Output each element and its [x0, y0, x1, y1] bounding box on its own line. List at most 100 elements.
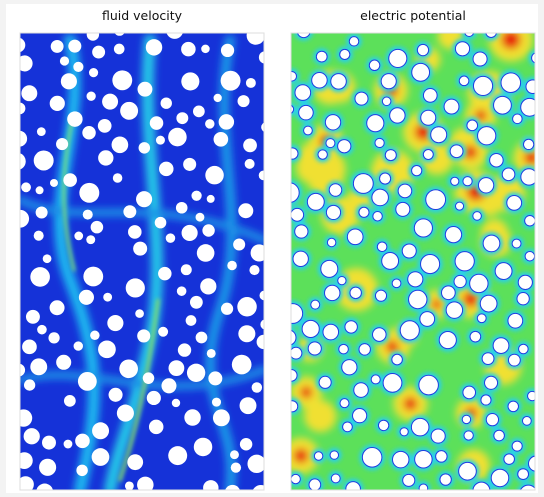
grain [439, 331, 456, 348]
grain [412, 63, 430, 81]
grain [197, 244, 215, 262]
grain [92, 448, 110, 466]
grain [382, 253, 399, 270]
grain [398, 184, 412, 198]
grain [323, 324, 339, 340]
grain [518, 275, 532, 289]
grain [221, 44, 234, 57]
grain [327, 238, 335, 246]
grain [117, 405, 134, 422]
grain [481, 395, 491, 405]
grain [67, 111, 82, 126]
grain [495, 263, 512, 280]
grain [459, 462, 477, 480]
grain [128, 225, 142, 239]
grain [87, 92, 96, 101]
grain [112, 136, 129, 153]
grain [79, 183, 99, 203]
grain [150, 116, 164, 130]
grain [240, 397, 257, 414]
hot-spot-core [404, 397, 417, 410]
grain [373, 212, 382, 221]
grain [126, 278, 145, 297]
grain [478, 178, 493, 193]
grain [477, 314, 486, 323]
grain [316, 51, 327, 62]
grain [113, 173, 123, 183]
grain [486, 414, 498, 426]
grain [214, 94, 222, 102]
grain [445, 226, 461, 242]
grain [494, 430, 505, 441]
grain [22, 339, 37, 354]
grain [133, 242, 147, 256]
grain [411, 418, 429, 436]
grain [86, 235, 95, 244]
grain [325, 115, 340, 130]
grain [318, 150, 327, 159]
grain [522, 416, 531, 425]
grain [231, 462, 241, 472]
grain [347, 229, 363, 245]
grain [455, 252, 474, 271]
grain [26, 310, 40, 324]
grain [238, 325, 255, 342]
grain [136, 191, 152, 207]
grain [207, 349, 216, 358]
grain [149, 420, 163, 434]
grain [442, 286, 456, 300]
grain [463, 386, 476, 399]
grain [311, 300, 320, 309]
grain [182, 225, 198, 241]
grain [166, 233, 176, 243]
grain [83, 267, 103, 287]
grain [504, 454, 515, 465]
grain [423, 150, 433, 160]
grain [181, 42, 196, 57]
grain [525, 251, 534, 260]
grain [446, 302, 462, 318]
grain [396, 202, 410, 216]
grain [480, 295, 497, 312]
grain [491, 469, 509, 487]
grain [308, 342, 321, 355]
grain [467, 120, 478, 131]
grain [378, 420, 388, 430]
grain [451, 177, 459, 185]
grain [371, 375, 380, 384]
grain [246, 78, 256, 88]
grain [98, 340, 116, 358]
grain [21, 85, 37, 101]
grain [353, 174, 373, 194]
grain [382, 97, 391, 106]
grain [221, 303, 233, 315]
grain [92, 422, 109, 439]
grain [138, 82, 153, 97]
grain [177, 286, 187, 296]
grain [354, 383, 369, 398]
grain [168, 128, 187, 147]
grain [37, 325, 47, 335]
grain [436, 451, 447, 462]
grain [123, 205, 136, 218]
grain [426, 190, 446, 210]
grain [330, 451, 338, 459]
grain [78, 372, 97, 391]
grain [329, 184, 342, 197]
grain [502, 168, 515, 181]
grain [423, 89, 437, 103]
grain [431, 429, 445, 443]
grain [373, 328, 387, 342]
grain [169, 360, 185, 376]
grain [400, 428, 408, 436]
grain [247, 455, 265, 473]
grain [392, 354, 403, 365]
grain [214, 132, 229, 147]
grain [408, 272, 423, 287]
grain [147, 391, 161, 405]
grain [172, 399, 180, 407]
grain [493, 338, 509, 354]
grain [463, 177, 472, 186]
grain [338, 276, 346, 284]
grain [107, 315, 123, 331]
